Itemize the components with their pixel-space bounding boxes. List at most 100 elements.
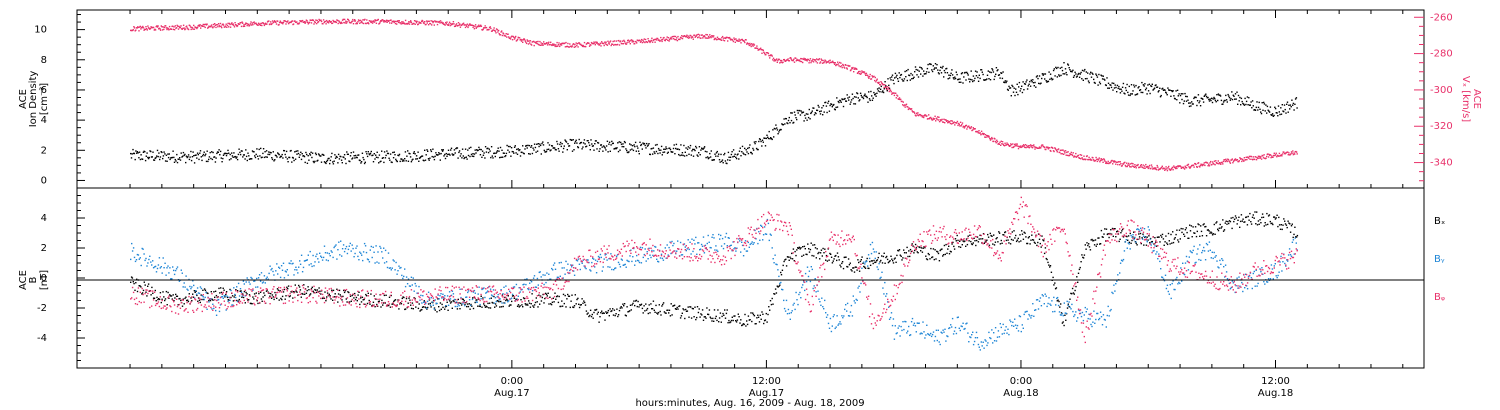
vx-point	[1072, 155, 1073, 156]
bx-point	[532, 305, 533, 306]
density-point	[556, 149, 557, 150]
bx-point	[194, 290, 195, 291]
density-point	[530, 153, 531, 154]
bx-point	[1239, 227, 1240, 228]
vx-point	[1129, 164, 1130, 165]
density-point	[596, 140, 597, 141]
density-point	[1271, 115, 1272, 116]
bx-point	[254, 293, 255, 294]
vx-point	[768, 53, 769, 54]
vx-point	[832, 61, 833, 62]
density-point	[803, 120, 804, 121]
bx-point	[1218, 230, 1219, 231]
vx-point	[221, 27, 222, 28]
vx-point	[315, 22, 316, 23]
bx-point	[1249, 213, 1250, 214]
bx-point	[917, 252, 918, 253]
vx-point	[945, 119, 946, 120]
density-point	[783, 124, 784, 125]
vx-point	[556, 46, 557, 47]
bx-point	[1156, 246, 1157, 247]
density-point	[892, 75, 893, 76]
density-point	[975, 71, 976, 72]
bx-point	[224, 296, 225, 297]
vx-point	[164, 27, 165, 28]
vx-point	[569, 43, 570, 44]
density-point	[960, 82, 961, 83]
vx-point	[1200, 165, 1201, 166]
density-point	[235, 156, 236, 157]
vx-point	[894, 95, 895, 96]
vx-point	[1270, 154, 1271, 155]
density-point	[840, 100, 841, 101]
bx-point	[277, 288, 278, 289]
density-point	[1042, 73, 1043, 74]
vx-point	[801, 61, 802, 62]
bx-point	[760, 315, 761, 316]
bx-point	[495, 303, 496, 304]
vx-point	[396, 23, 397, 24]
bx-point	[721, 316, 722, 317]
bx-point	[974, 240, 975, 241]
bx-point	[160, 292, 161, 293]
bx-point	[1089, 246, 1090, 247]
vx-point	[628, 40, 629, 41]
bx-point	[1154, 237, 1155, 238]
density-point	[698, 152, 699, 153]
density-point	[237, 159, 238, 160]
density-point	[1288, 105, 1289, 106]
bx-point	[1085, 249, 1086, 250]
density-point	[822, 114, 823, 115]
vx-point	[1004, 145, 1005, 146]
vx-point	[408, 21, 409, 22]
vx-point	[943, 122, 944, 123]
density-point	[220, 151, 221, 152]
bx-point	[1198, 224, 1199, 225]
density-point	[218, 152, 219, 153]
density-point	[556, 141, 557, 142]
vx-point	[670, 37, 671, 38]
density-point	[1289, 108, 1290, 109]
density-point	[531, 145, 532, 146]
vx-point	[815, 59, 816, 60]
vx-point	[917, 112, 918, 113]
vx-point	[699, 34, 700, 35]
x-tick-date: Aug.17	[494, 388, 529, 399]
density-point	[1034, 85, 1035, 86]
bx-point	[481, 296, 482, 297]
density-point	[745, 154, 746, 155]
density-point	[679, 149, 680, 150]
bx-point	[1250, 221, 1251, 222]
density-point	[867, 97, 868, 98]
bx-point	[612, 308, 613, 309]
vx-point	[697, 37, 698, 38]
vx-point	[1188, 166, 1189, 167]
density-point	[881, 86, 882, 87]
vx-point	[446, 21, 447, 22]
density-point	[971, 70, 972, 71]
density-point	[198, 154, 199, 155]
density-point	[383, 162, 384, 163]
density-point	[1210, 98, 1211, 99]
bx-point	[146, 295, 147, 296]
bx-point	[935, 258, 936, 259]
density-point	[566, 141, 567, 142]
bx-point	[288, 285, 289, 286]
vx-point	[1111, 160, 1112, 161]
density-point	[559, 144, 560, 145]
bx-point	[548, 293, 549, 294]
density-point	[1187, 100, 1188, 101]
density-point	[246, 156, 247, 157]
bx-point	[1180, 238, 1181, 239]
vx-point	[1129, 166, 1130, 167]
density-point	[1025, 84, 1026, 85]
bx-point	[178, 304, 179, 305]
x-tick-date: Aug.18	[1258, 388, 1293, 399]
vx-point	[740, 39, 741, 40]
density-point	[909, 75, 910, 76]
bx-point	[1022, 234, 1023, 235]
bx-point	[909, 256, 910, 257]
density-point	[1295, 98, 1296, 99]
bx-point	[1177, 239, 1178, 240]
vx-point	[600, 43, 601, 44]
